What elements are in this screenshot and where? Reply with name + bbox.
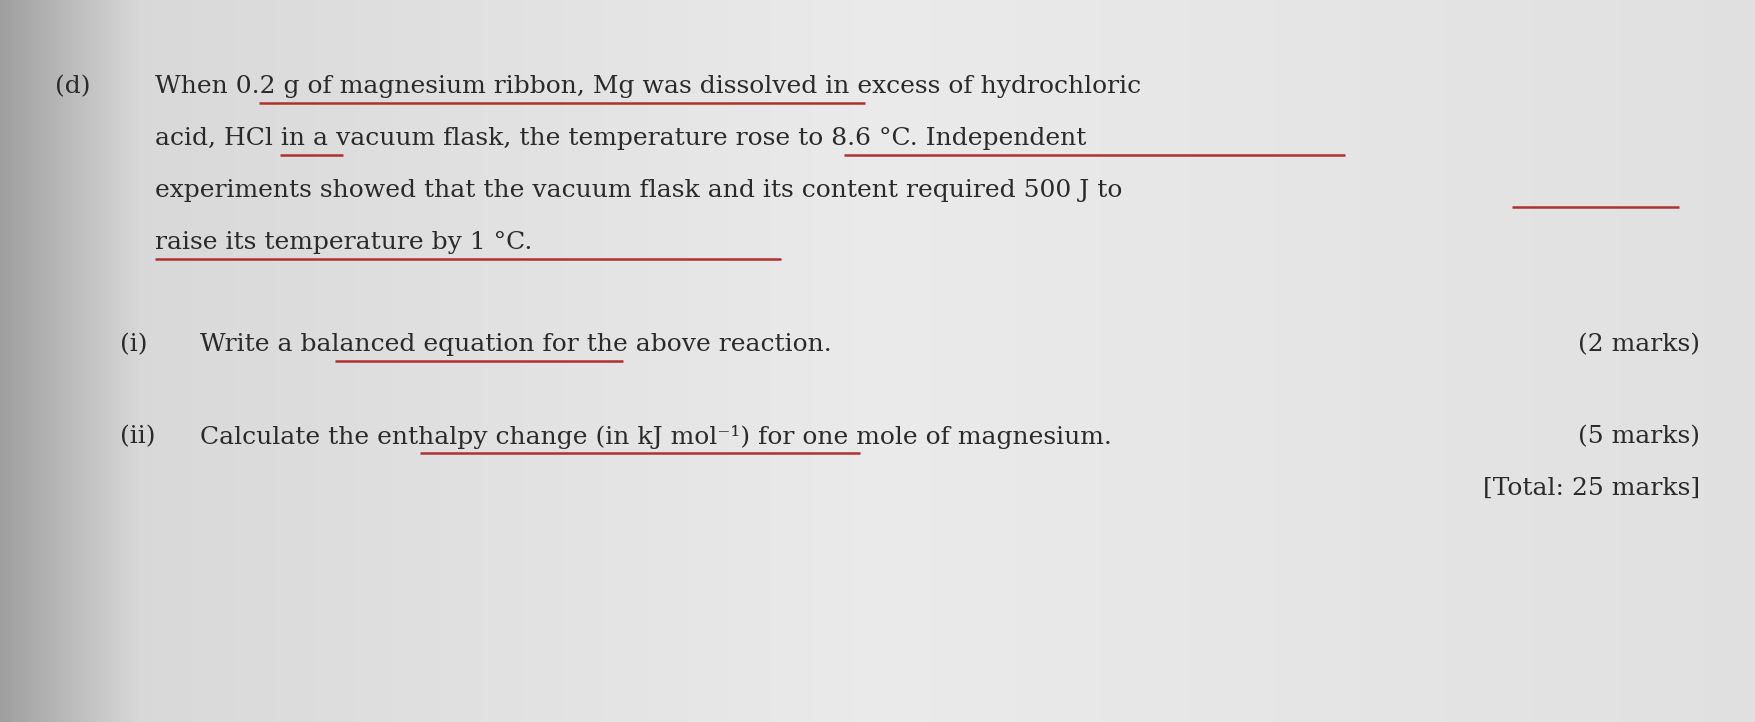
Text: (i): (i) xyxy=(119,333,147,356)
Text: Calculate the enthalpy change (in kJ mol⁻¹) for one mole of magnesium.: Calculate the enthalpy change (in kJ mol… xyxy=(200,425,1111,449)
Text: (ii): (ii) xyxy=(119,425,156,448)
Text: acid, HCl in a vacuum flask, the temperature rose to 8.6 °C. Independent: acid, HCl in a vacuum flask, the tempera… xyxy=(154,127,1086,150)
Text: (d): (d) xyxy=(54,75,91,98)
Text: [Total: 25 marks]: [Total: 25 marks] xyxy=(1481,477,1699,500)
Text: Write a balanced equation for the above reaction.: Write a balanced equation for the above … xyxy=(200,333,832,356)
Text: (2 marks): (2 marks) xyxy=(1578,333,1699,356)
Text: experiments showed that the vacuum flask and its content required 500 J to: experiments showed that the vacuum flask… xyxy=(154,179,1121,202)
Text: When 0.2 g of magnesium ribbon, Mg was dissolved in excess of hydrochloric: When 0.2 g of magnesium ribbon, Mg was d… xyxy=(154,75,1141,98)
Text: (5 marks): (5 marks) xyxy=(1578,425,1699,448)
Text: raise its temperature by 1 °C.: raise its temperature by 1 °C. xyxy=(154,231,532,254)
